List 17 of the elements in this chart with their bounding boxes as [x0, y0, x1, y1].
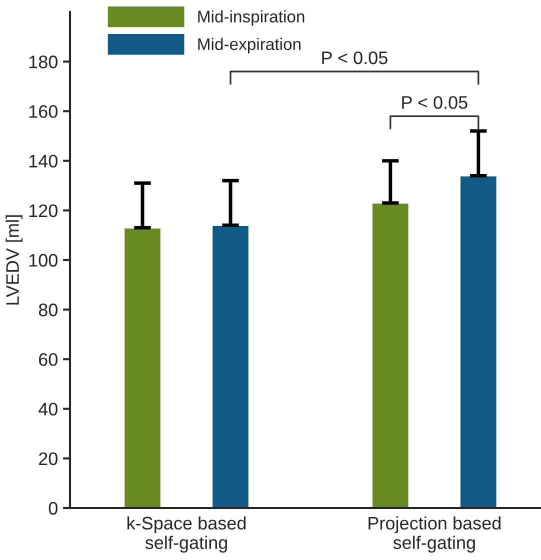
y-tick-label: 40 [38, 402, 58, 416]
y-tick-label: 140 [29, 154, 58, 168]
y-axis-title: LVEDV [ml] [6, 215, 23, 305]
y-tick-label: 20 [39, 452, 58, 466]
y-tick-label: 180 [29, 56, 58, 68]
annotation: P < 0.05 [322, 51, 388, 64]
y-tick-label: 120 [29, 204, 58, 218]
y-tick-label: 160 [29, 105, 58, 118]
annotation: P < 0.05 [402, 96, 468, 109]
y-tick-label: 80 [38, 304, 58, 316]
x-tick-label: Projection based self-gating [368, 516, 500, 553]
x-tick-label: k-Space based self-gating [128, 516, 246, 553]
y-tick-label: 60 [39, 353, 58, 366]
y-tick-label: 100 [29, 254, 58, 267]
legend-label: Mid-inspiration [198, 10, 304, 26]
legend-label: Mid-expiration [198, 38, 300, 54]
y-tick-label: 0 [48, 502, 58, 515]
